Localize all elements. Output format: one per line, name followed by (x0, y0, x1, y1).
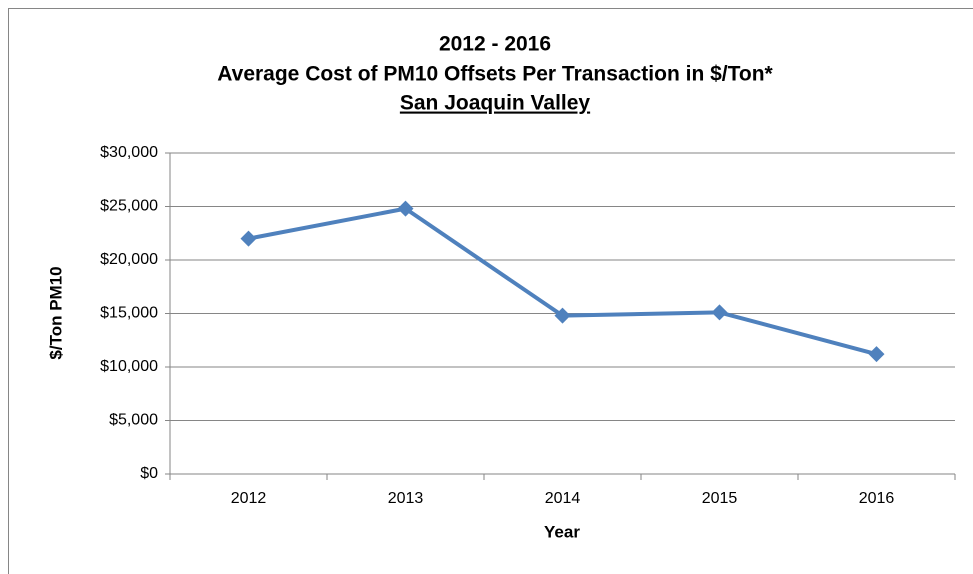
data-point (397, 200, 414, 217)
x-tick-label: 2012 (231, 490, 267, 507)
data-point (868, 346, 885, 363)
y-axis-title: $/Ton PM10 (46, 266, 65, 359)
x-tick-label: 2016 (859, 490, 895, 507)
y-tick-label: $5,000 (109, 412, 158, 429)
y-tick-label: $20,000 (100, 251, 158, 268)
data-point (554, 307, 571, 324)
y-tick-label: $15,000 (100, 305, 158, 322)
data-point (711, 304, 728, 321)
x-tick-label: 2013 (388, 490, 424, 507)
y-tick-label: $25,000 (100, 198, 158, 215)
y-tick-label: $10,000 (100, 358, 158, 375)
chart-title: 2012 - 2016 (439, 33, 551, 56)
chart-frame (8, 8, 973, 574)
y-tick-label: $0 (140, 465, 158, 482)
chart-title: Average Cost of PM10 Offsets Per Transac… (217, 63, 773, 86)
y-tick-label: $30,000 (100, 144, 158, 161)
x-tick-label: 2015 (702, 490, 738, 507)
chart-title: San Joaquin Valley (400, 92, 591, 115)
x-tick-label: 2014 (545, 490, 581, 507)
x-axis-title: Year (544, 522, 580, 541)
data-point (240, 230, 257, 247)
